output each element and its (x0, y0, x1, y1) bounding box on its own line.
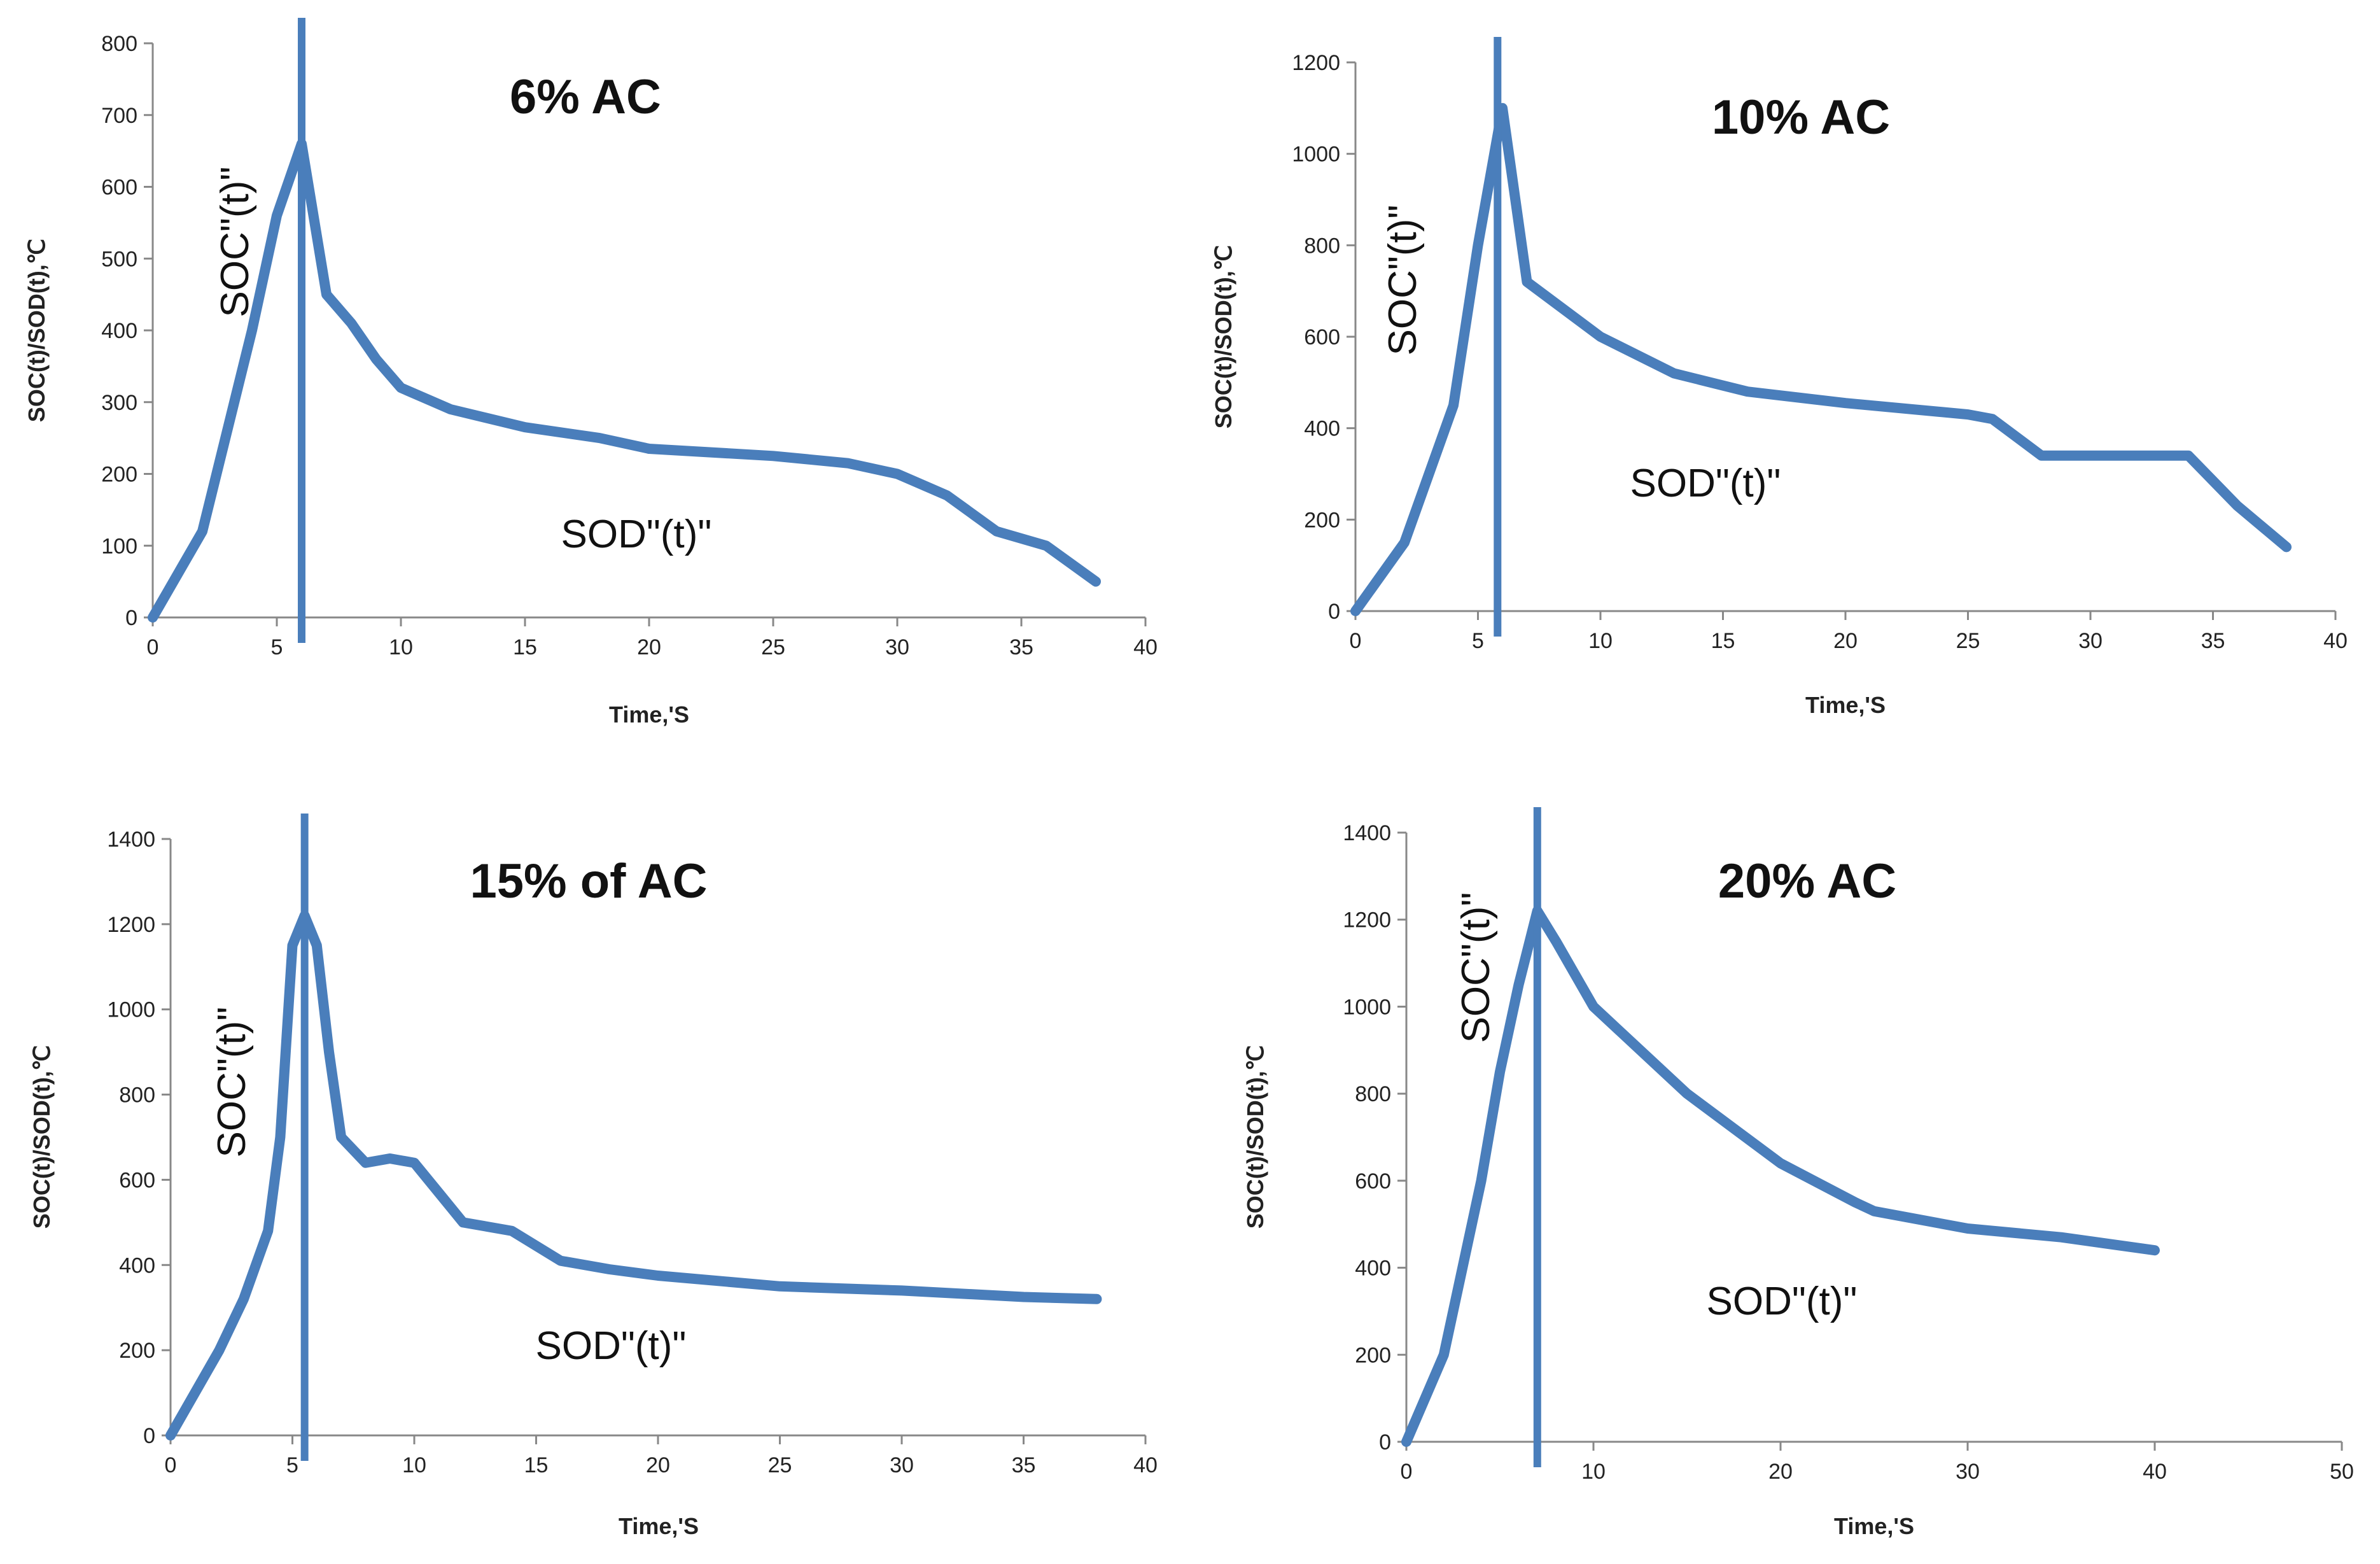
x-tick-label: 40 (1133, 1453, 1158, 1477)
sod-annotation: SOD"(t)" (561, 512, 712, 556)
x-tick-label: 40 (2323, 629, 2348, 653)
x-tick-label: 0 (147, 635, 159, 659)
chart-title: 20% AC (1718, 854, 1896, 908)
x-tick-label: 40 (1133, 635, 1158, 659)
x-tick-label: 40 (2143, 1460, 2167, 1484)
soc-annotation: SOC"(t)" (1454, 892, 1498, 1043)
x-tick-label: 30 (2078, 629, 2103, 653)
y-tick-label: 400 (119, 1253, 155, 1278)
y-tick-label: 1200 (107, 913, 155, 937)
x-tick-label: 35 (2201, 629, 2225, 653)
x-tick-label: 10 (402, 1453, 426, 1477)
y-tick-label: 0 (1328, 600, 1340, 624)
y-tick-label: 800 (1355, 1082, 1391, 1106)
x-tick-label: 30 (1956, 1460, 1980, 1484)
x-axis-label: Time,'S (609, 701, 689, 728)
sod-annotation: SOD"(t)" (536, 1324, 687, 1368)
x-tick-label: 0 (1401, 1460, 1413, 1484)
sod-annotation: SOD"(t)" (1707, 1279, 1858, 1323)
y-tick-label: 1200 (1343, 908, 1391, 933)
x-tick-label: 25 (768, 1453, 792, 1477)
chart-panel-4: 0 200 400 600 800 1000 1200 1400 0 10 20 30 40 50 SOC(… (1242, 807, 2354, 1539)
series-line (165, 910, 1102, 1441)
x-tick-label: 20 (637, 635, 661, 659)
x-tick-label: 5 (271, 635, 283, 659)
y-tick-label: 1200 (1292, 51, 1340, 75)
y-axis-label: SOC(t)/SOD(t),℃ (1242, 1045, 1268, 1229)
x-tick-label: 0 (165, 1453, 177, 1477)
y-tick-label: 1400 (1343, 821, 1391, 845)
chart-title: 10% AC (1712, 90, 1890, 144)
y-axis-label: SOC(t)/SOD(t),℃ (24, 239, 50, 422)
y-tick-label: 100 (101, 534, 137, 558)
y-tick-label: 800 (1304, 234, 1340, 258)
x-tick-label: 20 (1833, 629, 1858, 653)
x-tick-label: 15 (513, 635, 537, 659)
y-tick-label: 600 (119, 1168, 155, 1192)
y-tick-label: 1400 (107, 828, 155, 852)
x-axis-label: Time,'S (1805, 692, 1886, 718)
y-tick-label: 400 (1304, 417, 1340, 441)
y-tick-label: 700 (101, 104, 137, 128)
y-tick-label: 300 (101, 391, 137, 415)
y-tick-label: 200 (119, 1339, 155, 1363)
x-tick-label: 10 (1588, 629, 1613, 653)
y-tick-label: 0 (1379, 1430, 1391, 1455)
y-tick-label: 1000 (1343, 995, 1391, 1019)
y-tick-label: 800 (119, 1083, 155, 1108)
y-tick-label: 600 (1355, 1169, 1391, 1194)
x-tick-label: 35 (1009, 635, 1033, 659)
x-tick-label: 20 (646, 1453, 670, 1477)
series-line (1350, 102, 2292, 616)
x-tick-label: 25 (761, 635, 785, 659)
y-tick-label: 200 (1304, 508, 1340, 532)
chart-panel-3: 0 200 400 600 800 1000 1200 1400 0 5 10 15 20 25 30 35 4… (29, 814, 1158, 1539)
x-tick-label: 25 (1956, 629, 1980, 653)
series-line (1401, 906, 2160, 1447)
chart-title: 6% AC (510, 70, 661, 124)
x-tick-label: 30 (890, 1453, 914, 1477)
y-tick-label: 800 (101, 32, 137, 56)
x-tick-label: 35 (1012, 1453, 1036, 1477)
x-tick-label: 30 (885, 635, 909, 659)
x-tick-label: 10 (389, 635, 413, 659)
y-tick-label: 500 (101, 247, 137, 271)
x-tick-label: 0 (1350, 629, 1362, 653)
x-tick-label: 50 (2330, 1460, 2354, 1484)
sod-annotation: SOD"(t)" (1630, 461, 1781, 505)
y-axis-label: SOC(t)/SOD(t),℃ (29, 1045, 55, 1229)
y-tick-label: 600 (1304, 325, 1340, 349)
y-tick-label: 600 (101, 176, 137, 200)
x-axis-label: Time,'S (1834, 1513, 1914, 1539)
x-tick-label: 20 (1768, 1460, 1793, 1484)
y-axis-label: SOC(t)/SOD(t),℃ (1210, 245, 1236, 428)
y-tick-label: 400 (101, 319, 137, 343)
x-tick-label: 5 (286, 1453, 298, 1477)
y-tick-label: 200 (1355, 1343, 1391, 1367)
x-tick-label: 15 (524, 1453, 549, 1477)
x-tick-label: 5 (1472, 629, 1484, 653)
chart-panel-2: 0 200 400 600 800 1000 1200 0 5 10 15 20 25 30 35 40 SOC… (1210, 37, 2348, 718)
soc-annotation: SOC"(t)" (1381, 205, 1425, 356)
y-tick-label: 1000 (107, 998, 155, 1022)
soc-annotation: SOC"(t)" (213, 167, 257, 318)
x-axis-label: Time,'S (619, 1513, 699, 1539)
y-tick-label: 0 (125, 606, 137, 630)
chart-title: 15% of AC (470, 854, 707, 908)
x-tick-label: 10 (1581, 1460, 1606, 1484)
x-tick-label: 15 (1711, 629, 1735, 653)
y-tick-label: 400 (1355, 1257, 1391, 1281)
series-line (148, 138, 1101, 623)
y-tick-label: 200 (101, 463, 137, 487)
y-tick-label: 1000 (1292, 143, 1340, 167)
chart-panel-1: 0 100 200 300 400 500 600 700 800 0 5 10 15 20 25 30 35 4… (24, 18, 1158, 728)
y-tick-label: 0 (143, 1424, 155, 1448)
soc-annotation: SOC"(t)" (210, 1007, 254, 1158)
